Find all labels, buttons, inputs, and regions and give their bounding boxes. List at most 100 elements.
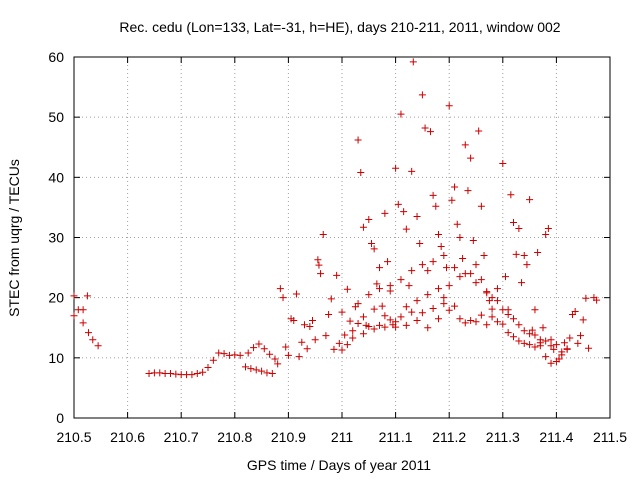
data-point (231, 351, 239, 359)
data-point (547, 336, 555, 344)
data-point (593, 296, 601, 304)
data-point (402, 225, 410, 233)
data-point (424, 291, 432, 299)
x-tick-label: 211.3 (486, 429, 520, 445)
data-point (156, 369, 164, 377)
data-point (343, 285, 351, 293)
data-point (172, 370, 180, 378)
data-point (284, 351, 292, 359)
data-point (418, 91, 426, 99)
data-point (397, 110, 405, 118)
data-point (531, 343, 539, 351)
data-point (199, 368, 207, 376)
data-point (499, 159, 507, 167)
y-tick-label: 0 (56, 410, 64, 426)
data-point (520, 327, 528, 335)
data-point (330, 345, 338, 353)
y-tick-label: 30 (48, 230, 64, 246)
data-point (510, 315, 518, 323)
data-point (526, 341, 534, 349)
data-point (255, 340, 263, 348)
data-point (295, 353, 303, 361)
data-point (341, 331, 349, 339)
data-point (558, 348, 566, 356)
data-point (571, 308, 579, 316)
data-point (370, 325, 378, 333)
data-point (384, 258, 392, 266)
data-point (268, 369, 276, 377)
data-point (354, 300, 362, 308)
data-point (453, 220, 461, 228)
data-point (311, 336, 319, 344)
data-point (563, 345, 571, 353)
data-point (582, 294, 590, 302)
data-point (365, 323, 373, 331)
data-point (426, 128, 434, 136)
data-point (510, 218, 518, 226)
data-point (354, 136, 362, 144)
data-point (359, 330, 367, 338)
data-point (188, 371, 196, 379)
data-point (84, 329, 92, 337)
x-tick-label: 211.1 (379, 429, 413, 445)
data-point (526, 196, 534, 204)
data-point (263, 369, 271, 377)
data-point (456, 234, 464, 241)
x-tick-label: 210.6 (110, 429, 145, 445)
x-ticks (73, 57, 611, 418)
data-point (504, 329, 512, 337)
data-point (424, 267, 432, 275)
data-point (464, 187, 472, 195)
data-point (405, 282, 413, 290)
data-point (526, 330, 534, 338)
data-point (79, 319, 87, 327)
data-point (499, 306, 507, 314)
data-point (574, 339, 582, 347)
data-point (483, 321, 491, 329)
data-point (292, 290, 300, 298)
data-point (445, 306, 453, 314)
data-point (467, 270, 475, 278)
data-point (515, 224, 523, 232)
data-point (461, 141, 469, 149)
data-point (386, 282, 394, 290)
data-point (437, 243, 445, 251)
data-point (376, 321, 384, 329)
data-points (70, 58, 601, 379)
data-point (408, 167, 416, 175)
data-point (247, 365, 255, 373)
data-point (335, 339, 343, 347)
data-point (413, 317, 421, 325)
data-point (325, 311, 333, 319)
y-tick-label: 60 (48, 49, 64, 65)
data-point (409, 58, 417, 66)
data-point (547, 359, 555, 367)
data-point (266, 350, 274, 358)
data-point (315, 261, 323, 269)
data-point (510, 333, 518, 341)
data-point (472, 318, 480, 326)
data-point (472, 261, 480, 269)
data-point (445, 102, 453, 110)
data-point (461, 319, 469, 327)
data-point (166, 369, 174, 377)
data-point (577, 332, 585, 340)
data-point (373, 280, 381, 288)
x-tick-label: 211.5 (593, 429, 627, 445)
data-point (531, 306, 539, 314)
data-point (448, 196, 456, 204)
data-point (501, 273, 509, 281)
data-point (493, 297, 501, 305)
data-point (354, 320, 362, 328)
data-point (70, 292, 78, 300)
data-point (271, 355, 279, 363)
data-point (322, 332, 330, 340)
y-axis-label: STEC from uqrg / TECUs (6, 159, 22, 317)
data-point (536, 336, 544, 344)
data-point (429, 191, 437, 199)
data-point (566, 334, 574, 342)
data-point (499, 320, 507, 328)
data-point (416, 240, 424, 248)
data-point (434, 285, 442, 293)
chart-title: Rec. cedu (Lon=133, Lat=-31, h=HE), days… (119, 19, 560, 35)
